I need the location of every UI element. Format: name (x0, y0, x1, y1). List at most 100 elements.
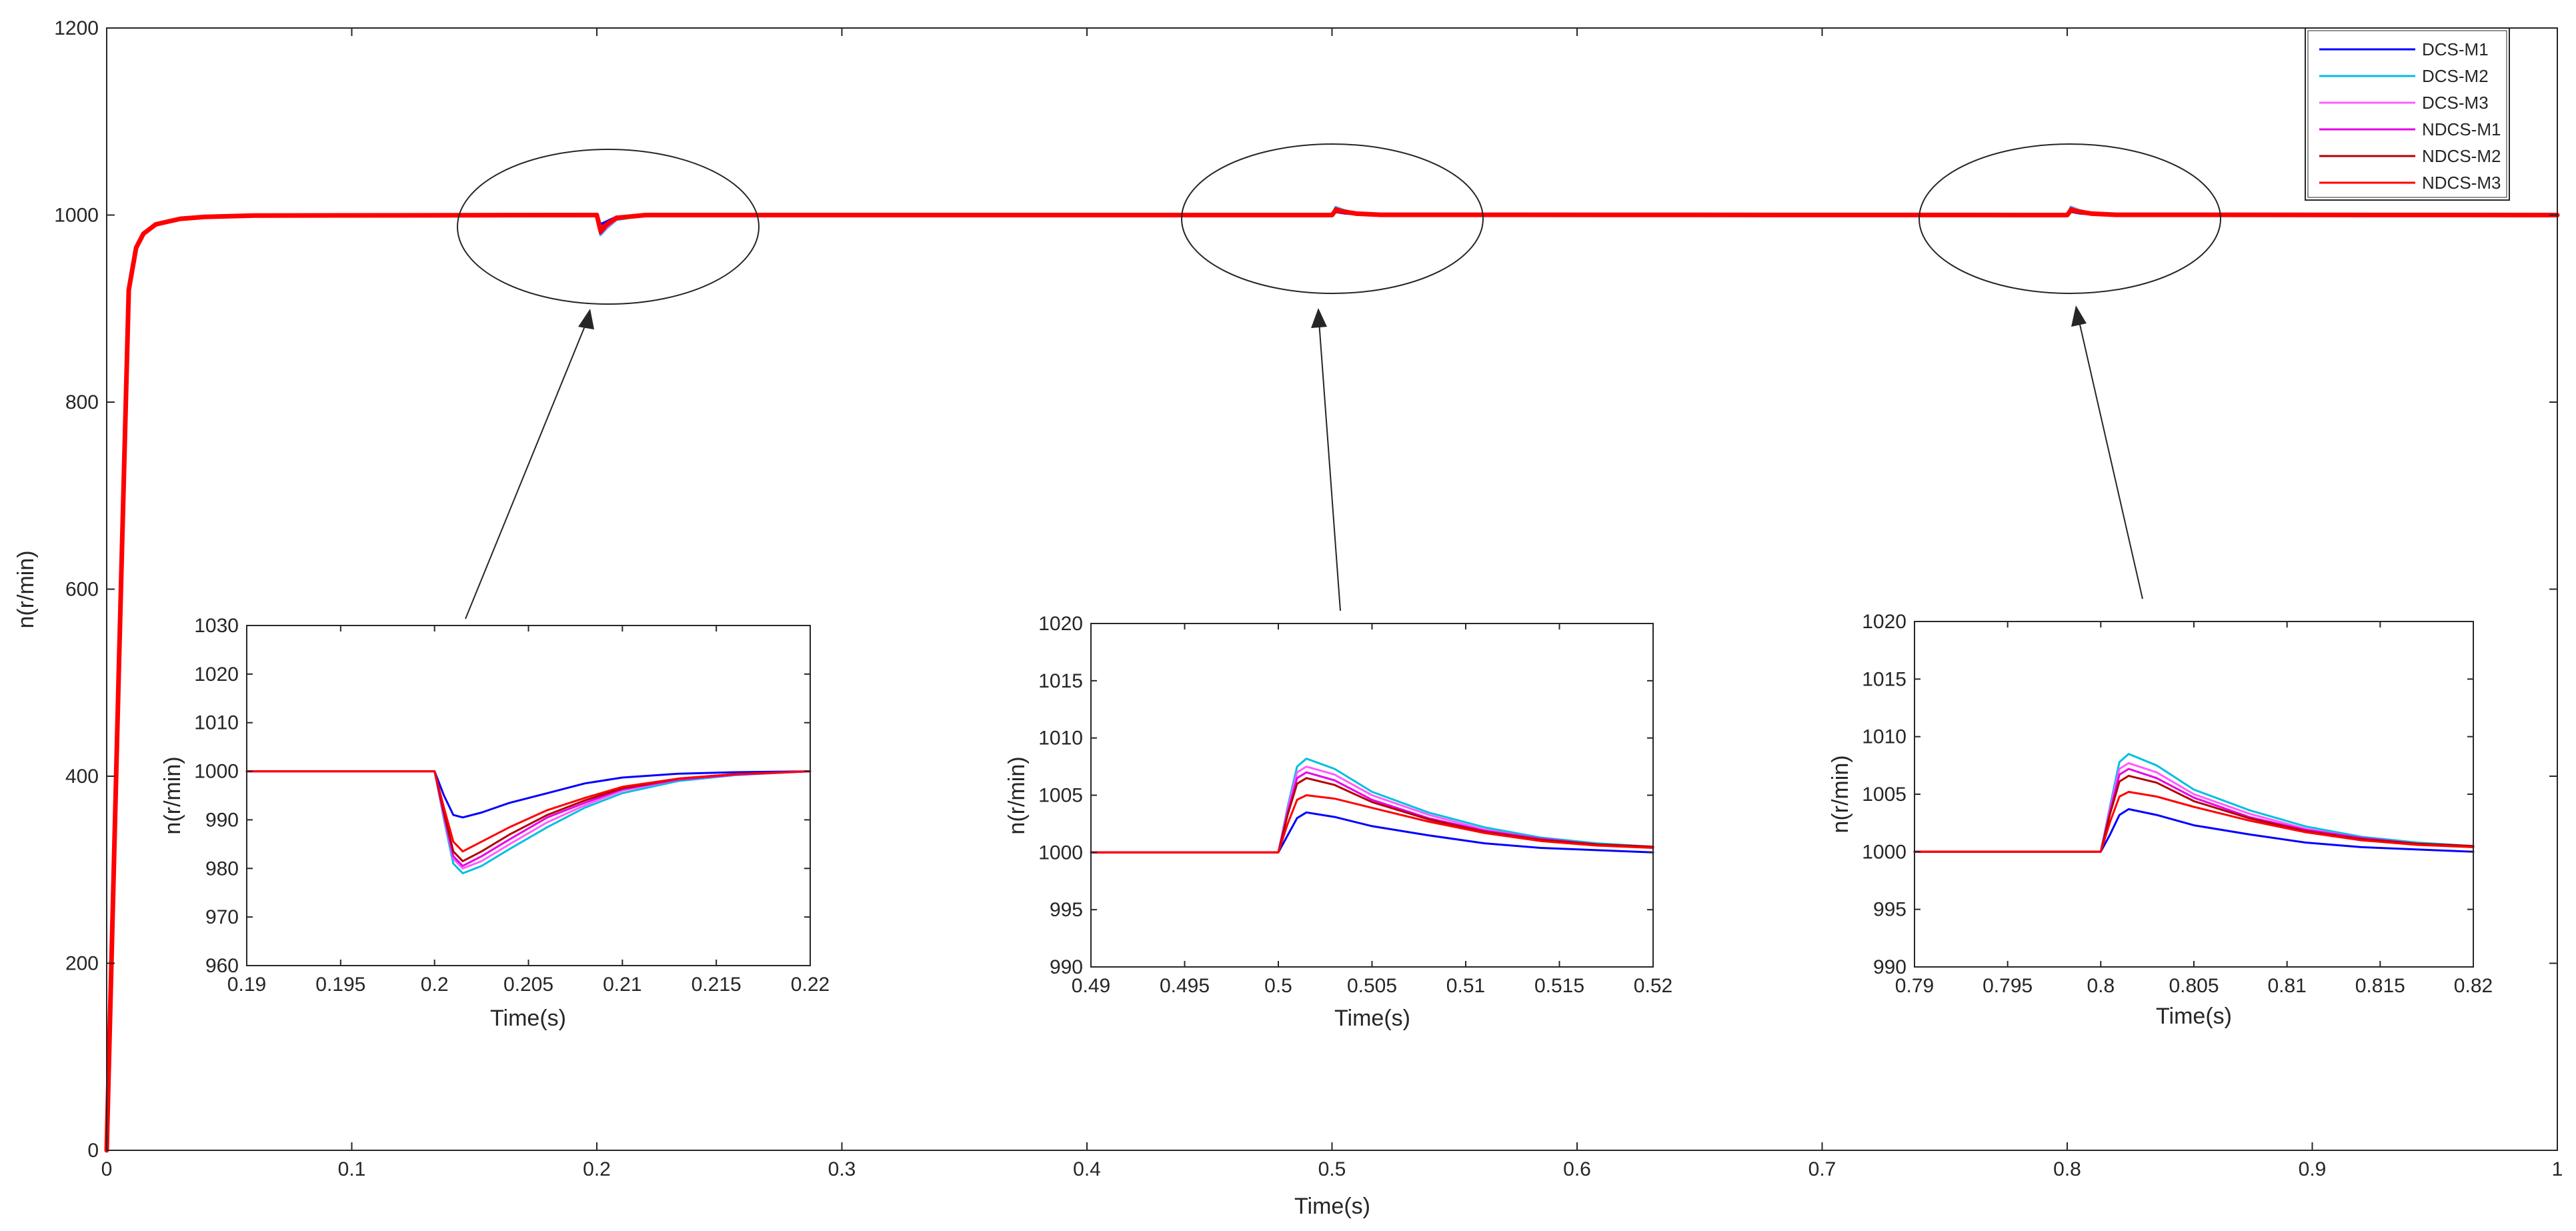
main-y-tick-label: 200 (65, 953, 99, 975)
main-y-tick-label: 800 (65, 391, 99, 413)
legend-inner-border (2307, 30, 2507, 198)
inset-plot-3: 0.79 0.795 0.8 0.805 0.81 0.815 0.82 990 995 1000… (1828, 611, 2493, 1029)
main-y-tick-label: 400 (65, 766, 99, 788)
inset-2-y-tick-label: 1010 (1038, 728, 1083, 750)
main-y-tick-label: 1200 (54, 17, 99, 39)
inset-2-series-dcs-m1 (1090, 811, 1654, 854)
inset-3-series-ndcs-m2 (1913, 774, 2475, 853)
inset-1-x-tick-label: 0.19 (227, 974, 266, 996)
inset-3-x-axis-label: Time(s) (2156, 1004, 2232, 1029)
inset-2-series-ndcs-m3 (1090, 794, 1654, 854)
legend-box (2305, 27, 2510, 201)
inset-1-x-tick-label: 0.21 (603, 974, 641, 996)
main-series-ndcs-m3 (104, 207, 2560, 1153)
inset-2-x-axis-label: Time(s) (1334, 1006, 1410, 1031)
legend-items: DCS-M1 DCS-M2 DCS-M3 NDCS-M1 NDCS-M2 NDCS-M3 (2319, 39, 2501, 193)
inset-1-series-ndcs-m3 (245, 770, 812, 853)
inset-1-x-tick-label: 0.215 (692, 974, 742, 996)
inset-2-y-tick-label: 1020 (1038, 613, 1083, 635)
legend-label-ndcs-m2: NDCS-M2 (2422, 146, 2501, 166)
legend-label-ndcs-m1: NDCS-M1 (2422, 119, 2501, 139)
inset-2-x-tick-label: 0.5 (1264, 975, 1292, 997)
inset-3-y-axis-label: n(r/min) (1828, 755, 1853, 833)
inset-plot-2: 0.49 0.495 0.5 0.505 0.51 0.515 0.52 990 995 1000… (1004, 613, 1672, 1031)
inset-1-x-tick-label: 0.195 (315, 974, 365, 996)
inset-3-series-dcs-m1 (1913, 808, 2475, 853)
main-x-tick-label: 0.5 (1318, 1158, 1346, 1180)
inset-3-y-tick-label: 1005 (1862, 784, 1906, 806)
zoom-annotations (457, 143, 2221, 620)
legend-label-dcs-m1: DCS-M1 (2422, 39, 2489, 59)
inset-3-y-tick-label: 1010 (1862, 726, 1906, 748)
legend-label-ndcs-m3: NDCS-M3 (2422, 173, 2501, 193)
inset-3-y-tick-label: 1020 (1862, 611, 1906, 633)
main-y-axis-label: n(r/min) (13, 550, 39, 628)
inset-1-x-tick-label: 0.205 (503, 974, 553, 996)
inset-3-x-tick-label: 0.81 (2267, 975, 2306, 997)
main-y-tick-label: 1000 (54, 205, 99, 227)
main-x-tick-label: 0 (101, 1158, 113, 1180)
main-x-tick-label: 1 (2552, 1158, 2563, 1180)
main-y-tick-label: 0 (87, 1140, 99, 1162)
inset-3-y-tick-label: 1000 (1862, 841, 1906, 863)
inset-3-x-tick-label: 0.795 (1983, 975, 2033, 997)
inset-plot-1: 0.19 0.195 0.2 0.205 0.21 0.215 0.22 960 970 980 9… (160, 615, 830, 1031)
inset-1-series-dcs-m1 (245, 770, 812, 819)
inset-2-series-ndcs-m2 (1090, 777, 1654, 854)
inset-3-series-ndcs-m3 (1913, 791, 2475, 853)
inset-1-y-tick-label: 1020 (194, 664, 239, 686)
main-series-group (104, 205, 2560, 1153)
inset-3-x-tick-label: 0.805 (2169, 975, 2219, 997)
zoom-ellipse-3 (1918, 143, 2221, 294)
inset-3-x-tick-label: 0.82 (2454, 975, 2493, 997)
inset-1-y-tick-label: 1000 (194, 761, 239, 783)
inset-1-x-tick-label: 0.22 (791, 974, 830, 996)
inset-1-y-tick-label: 970 (205, 906, 239, 928)
inset-2-y-tick-label: 990 (1050, 956, 1083, 978)
inset-3-x-tick-label: 0.815 (2355, 975, 2405, 997)
inset-3-x-tick-label: 0.79 (1895, 975, 1934, 997)
inset-1-series-group (245, 770, 812, 875)
inset-1-y-tick-label: 1030 (194, 615, 239, 637)
inset-1-y-tick-label: 990 (205, 809, 239, 831)
inset-1-y-tick-label: 1010 (194, 712, 239, 734)
inset-2-y-axis-label: n(r/min) (1004, 756, 1030, 834)
inset-2-x-tick-label: 0.495 (1160, 975, 1210, 997)
main-plot: 0 0.1 0.2 0.3 0.4 0.5 0.6 0.7 0.8 0.9 102004006008… (13, 17, 2563, 1219)
inset-2-series-group (1090, 758, 1654, 854)
inset-2-x-tick-label: 0.51 (1446, 975, 1485, 997)
zoom-arrowhead-2 (1311, 308, 1327, 328)
inset-2-x-tick-label: 0.505 (1347, 975, 1397, 997)
main-x-tick-label: 0.9 (2299, 1158, 2327, 1180)
main-x-tick-label: 0.4 (1073, 1158, 1101, 1180)
inset-1-x-tick-label: 0.2 (421, 974, 449, 996)
inset-1-x-axis-label: Time(s) (490, 1006, 566, 1031)
inset-1-plot-area (247, 626, 810, 966)
inset-2-y-tick-label: 1000 (1038, 842, 1083, 864)
inset-2-tick-group: 0.49 0.495 0.5 0.505 0.51 0.515 0.52 990 995 1000… (1038, 613, 1672, 997)
main-x-tick-label: 0.2 (583, 1158, 611, 1180)
inset-3-tick-group: 0.79 0.795 0.8 0.805 0.81 0.815 0.82 990 995 1000… (1862, 611, 2493, 997)
inset-2-x-tick-label: 0.52 (1634, 975, 1672, 997)
main-y-tick-label: 600 (65, 579, 99, 601)
legend: DCS-M1 DCS-M2 DCS-M3 NDCS-M1 NDCS-M2 NDCS-M3 (2305, 27, 2510, 201)
inset-3-x-tick-label: 0.8 (2087, 975, 2115, 997)
inset-1-y-tick-label: 980 (205, 858, 239, 880)
inset-3-y-tick-label: 990 (1873, 956, 1906, 978)
inset-2-x-tick-label: 0.515 (1534, 975, 1584, 997)
zoom-arrowhead-1 (578, 309, 594, 329)
inset-3-y-tick-label: 995 (1873, 899, 1906, 921)
inset-2-y-tick-label: 1015 (1038, 670, 1083, 692)
legend-label-dcs-m3: DCS-M3 (2422, 93, 2489, 113)
inset-1-y-axis-label: n(r/min) (160, 756, 185, 834)
main-x-tick-label: 0.1 (338, 1158, 366, 1180)
inset-2-x-tick-label: 0.49 (1072, 975, 1110, 997)
legend-label-dcs-m2: DCS-M2 (2422, 66, 2489, 86)
main-tick-group: 0 0.1 0.2 0.3 0.4 0.5 0.6 0.7 0.8 0.9 102004006008… (54, 17, 2563, 1180)
zoom-arrowhead-3 (2071, 305, 2087, 327)
inset-3-series-group (1913, 753, 2475, 853)
inset-3-y-tick-label: 1015 (1862, 668, 1906, 690)
zoom-arrow-2 (1318, 321, 1341, 611)
inset-1-tick-group: 0.19 0.195 0.2 0.205 0.21 0.215 0.22 960 970 980 9… (194, 615, 830, 996)
